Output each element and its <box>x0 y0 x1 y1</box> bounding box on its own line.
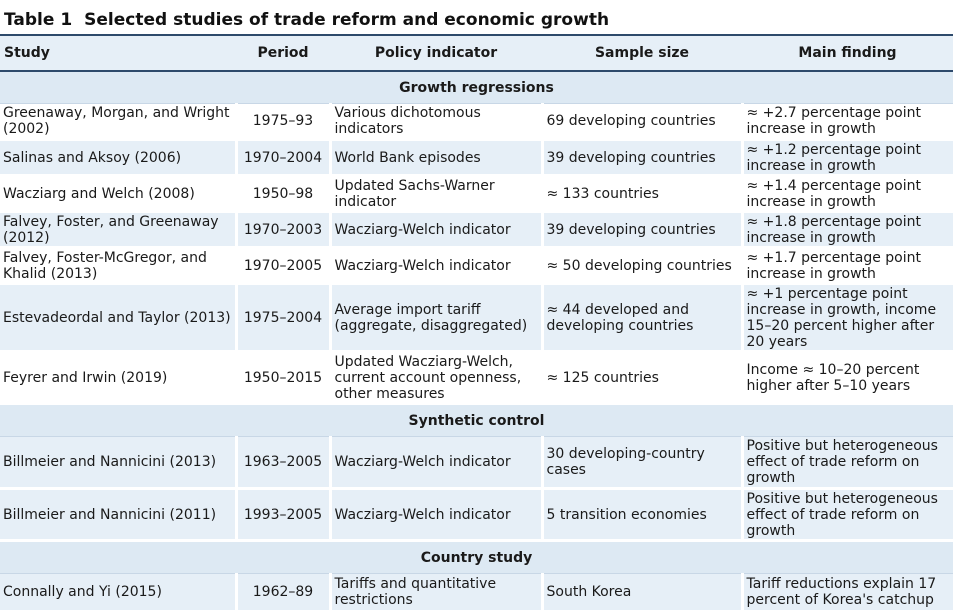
cell-sample-size: ≈ 44 developed and developing countries <box>542 283 744 353</box>
cell-study: Falvey, Foster, and Greenaway (2012) <box>0 211 238 249</box>
header-period: Period <box>236 34 330 71</box>
cell-period: 1962–89 <box>236 573 332 613</box>
header-sample-size: Sample size <box>542 34 742 71</box>
header-main-finding: Main finding <box>742 34 953 71</box>
section-row: Growth regressions <box>0 70 953 104</box>
cell-main-finding: ≈ +1.7 percentage point increase in grow… <box>742 247 953 285</box>
table-row: Falvey, Foster-McGregor, and Khalid (201… <box>0 247 953 285</box>
cell-policy-indicator: Updated Sachs-Warner indicator <box>330 175 544 213</box>
cell-study: Estevadeordal and Taylor (2013) <box>0 283 238 353</box>
cell-period: 1970–2003 <box>236 211 332 249</box>
table-row: Greenaway, Morgan, and Wright (2002) 197… <box>0 103 953 141</box>
cell-sample-size: 30 developing-country cases <box>542 436 744 490</box>
cell-main-finding: Positive but heterogeneous effect of tra… <box>742 488 953 542</box>
table-row: Salinas and Aksoy (2006) 1970–2004 World… <box>0 139 953 177</box>
header-policy-indicator: Policy indicator <box>330 34 542 71</box>
table-row: Billmeier and Nannicini (2013) 1963–2005… <box>0 436 953 490</box>
cell-sample-size: ≈ 125 countries <box>542 351 744 405</box>
table-row: Billmeier and Nannicini (2011) 1993–2005… <box>0 488 953 542</box>
cell-period: 1993–2005 <box>236 488 332 542</box>
header-study: Study <box>0 34 236 71</box>
cell-sample-size: ≈ 50 developing countries <box>542 247 744 285</box>
cell-policy-indicator: Average import tariff (aggregate, disagg… <box>330 283 544 353</box>
cell-sample-size: 5 transition economies <box>542 488 744 542</box>
cell-sample-size: ≈ 133 countries <box>542 175 744 213</box>
cell-study: Wacziarg and Welch (2008) <box>0 175 238 213</box>
cell-sample-size: South Korea <box>542 573 744 613</box>
table-title: Table 1 Selected studies of trade reform … <box>0 0 953 34</box>
section-label-country-study: Country study <box>0 539 953 574</box>
cell-sample-size: 69 developing countries <box>542 103 744 141</box>
header-row: Study Period Policy indicator Sample siz… <box>0 34 953 71</box>
cell-policy-indicator: Various dichotomous indicators <box>330 103 544 141</box>
cell-study: Greenaway, Morgan, and Wright (2002) <box>0 103 238 141</box>
table-row: Wacziarg and Welch (2008) 1950–98 Update… <box>0 175 953 213</box>
cell-policy-indicator: World Bank episodes <box>330 139 544 177</box>
cell-period: 1975–2004 <box>236 283 332 353</box>
cell-policy-indicator: Wacziarg-Welch indicator <box>330 247 544 285</box>
cell-policy-indicator: Wacziarg-Welch indicator <box>330 211 544 249</box>
cell-period: 1975–93 <box>236 103 332 141</box>
cell-study: Feyrer and Irwin (2019) <box>0 351 238 405</box>
cell-policy-indicator: Wacziarg-Welch indicator <box>330 436 544 490</box>
cell-policy-indicator: Tariffs and quantitative restrictions <box>330 573 544 613</box>
cell-main-finding: Tariff reductions explain 17 percent of … <box>742 573 953 613</box>
cell-sample-size: 39 developing countries <box>542 211 744 249</box>
cell-period: 1970–2004 <box>236 139 332 177</box>
section-row: Synthetic control <box>0 402 953 437</box>
studies-table: Study Period Policy indicator Sample siz… <box>0 34 953 613</box>
cell-main-finding: Income ≈ 10–20 percent higher after 5–10… <box>742 351 953 405</box>
cell-study: Connally and Yi (2015) <box>0 573 238 613</box>
cell-period: 1963–2005 <box>236 436 332 490</box>
table-title-text: Selected studies of trade reform and eco… <box>84 10 610 30</box>
cell-period: 1970–2005 <box>236 247 332 285</box>
table-row: Feyrer and Irwin (2019) 1950–2015 Update… <box>0 351 953 405</box>
cell-main-finding: ≈ +2.7 percentage point increase in grow… <box>742 103 953 141</box>
section-label-growth-regressions: Growth regressions <box>0 70 953 104</box>
cell-policy-indicator: Updated Wacziarg-Welch, current account … <box>330 351 544 405</box>
cell-sample-size: 39 developing countries <box>542 139 744 177</box>
section-row: Country study <box>0 539 953 574</box>
section-label-synthetic-control: Synthetic control <box>0 402 953 437</box>
cell-main-finding: ≈ +1.8 percentage point increase in grow… <box>742 211 953 249</box>
cell-period: 1950–2015 <box>236 351 332 405</box>
cell-main-finding: ≈ +1 percentage point increase in growth… <box>742 283 953 353</box>
table-number: Table 1 <box>4 10 73 30</box>
cell-study: Salinas and Aksoy (2006) <box>0 139 238 177</box>
cell-main-finding: ≈ +1.2 percentage point increase in grow… <box>742 139 953 177</box>
cell-study: Billmeier and Nannicini (2011) <box>0 488 238 542</box>
table-row: Falvey, Foster, and Greenaway (2012) 197… <box>0 211 953 249</box>
cell-main-finding: Positive but heterogeneous effect of tra… <box>742 436 953 490</box>
cell-main-finding: ≈ +1.4 percentage point increase in grow… <box>742 175 953 213</box>
table-row: Estevadeordal and Taylor (2013) 1975–200… <box>0 283 953 353</box>
cell-study: Falvey, Foster-McGregor, and Khalid (201… <box>0 247 238 285</box>
cell-policy-indicator: Wacziarg-Welch indicator <box>330 488 544 542</box>
cell-study: Billmeier and Nannicini (2013) <box>0 436 238 490</box>
table-row: Connally and Yi (2015) 1962–89 Tariffs a… <box>0 573 953 613</box>
cell-period: 1950–98 <box>236 175 332 213</box>
